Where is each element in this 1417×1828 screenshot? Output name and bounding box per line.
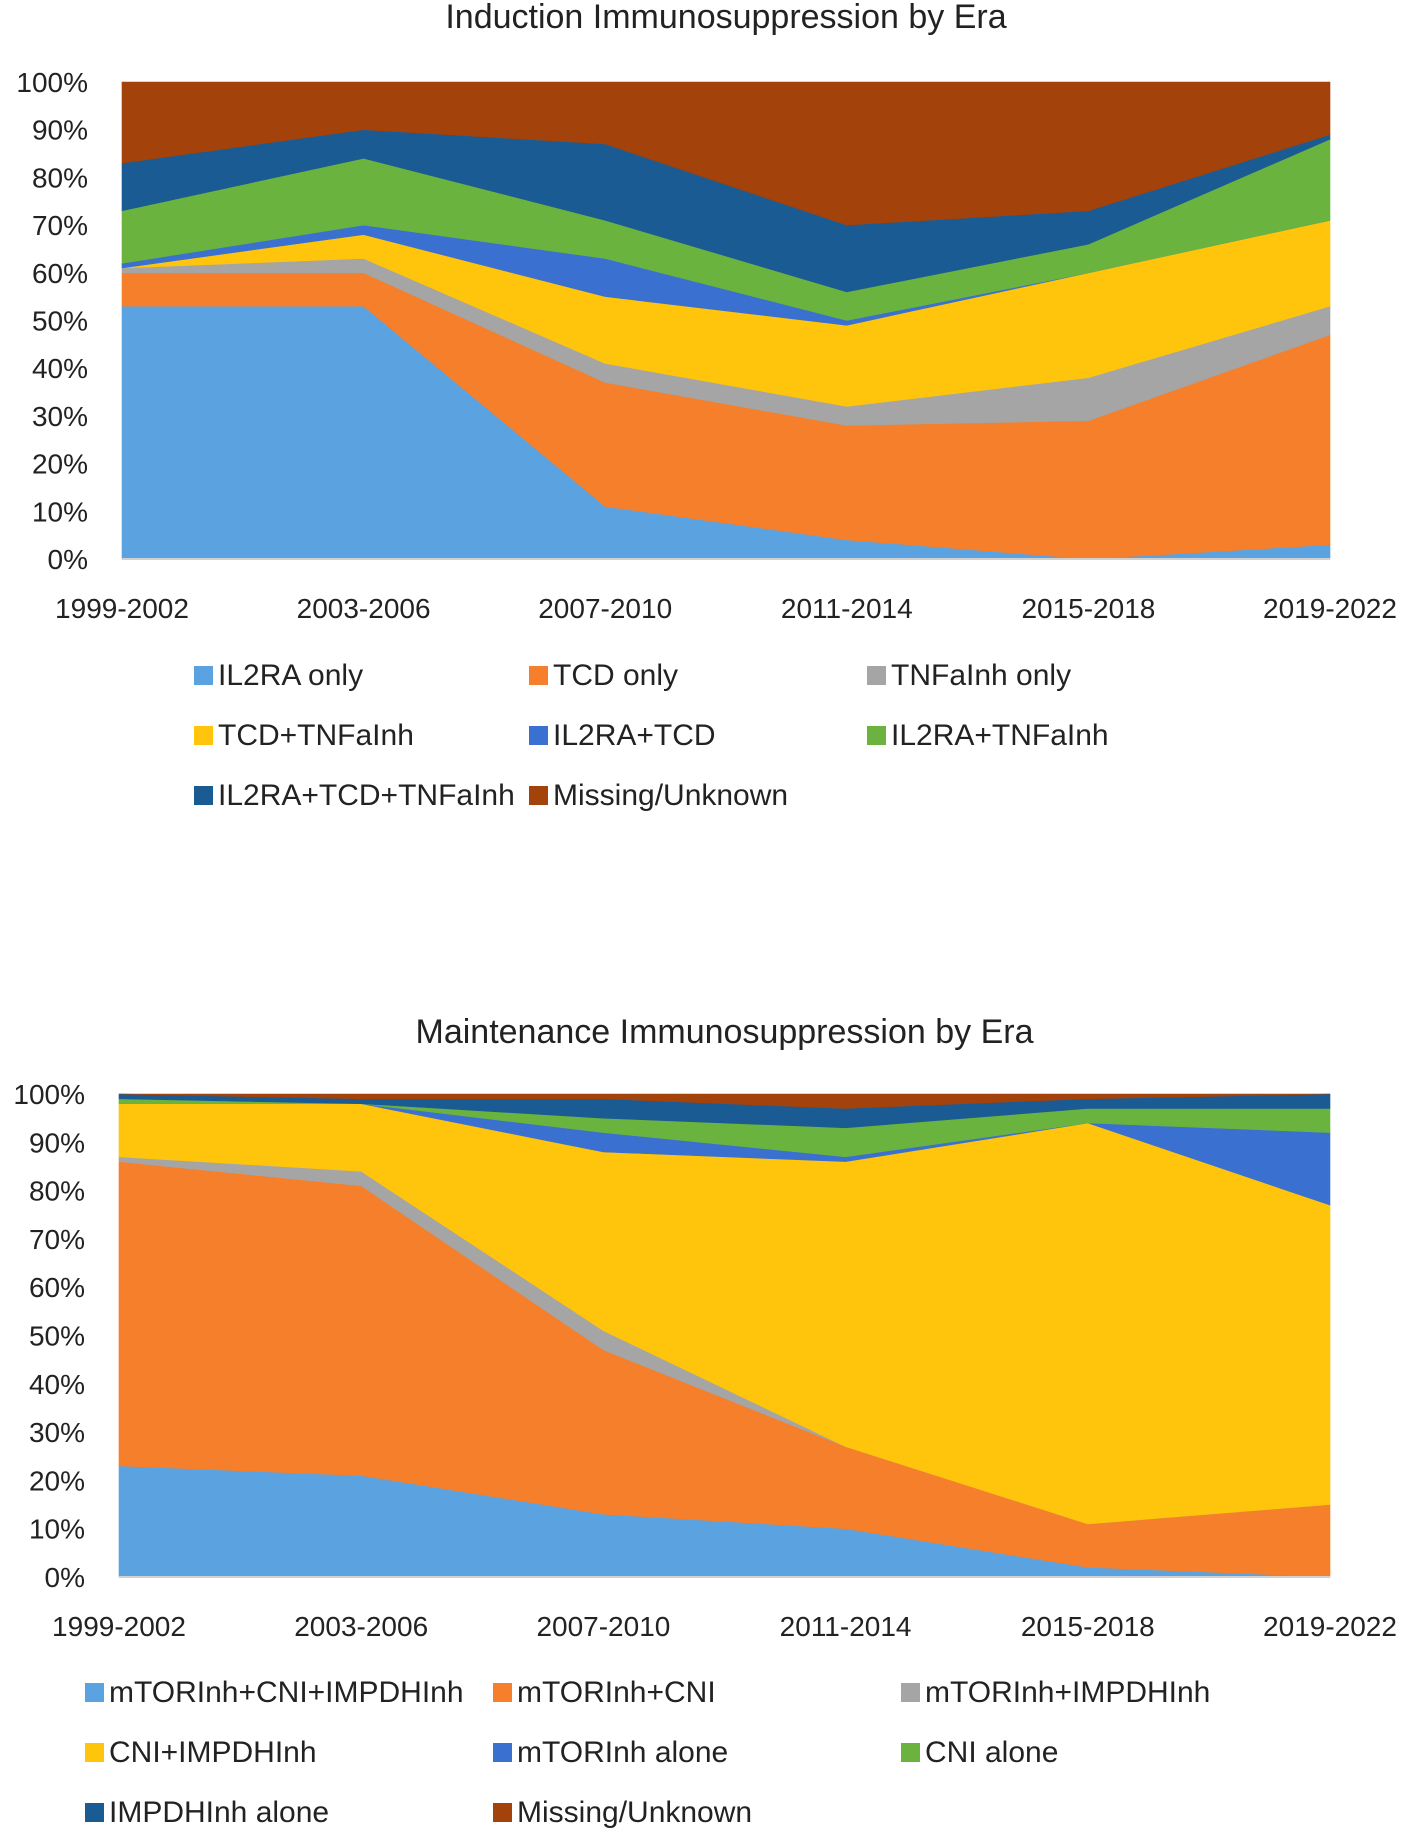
x-tick-label: 2015-2018 [1021,593,1155,624]
legend-label: CNI+IMPDHInh [109,1736,317,1769]
legend-label: mTORInh alone [517,1736,728,1769]
legend-swatch [867,726,886,745]
maintenance-chart-title: Maintenance Immunosuppression by Era [416,1013,1034,1051]
y-tick-label: 90% [32,115,88,146]
legend-swatch [529,666,548,685]
legend-swatch [194,666,213,685]
y-tick-label: 40% [29,1369,85,1400]
legend-label: TCD only [553,659,678,692]
legend-swatch [493,1803,512,1822]
x-tick-label: 1999-2002 [52,1611,186,1642]
legend: IL2RA only TCD only TNFaInh only TCD+TNFaIn… [194,659,1109,812]
y-tick-label: 60% [29,1272,85,1303]
x-tick-label: 2003-2006 [297,593,431,624]
legend-swatch [529,726,548,745]
y-tick-label: 50% [29,1321,85,1352]
legend-label: Missing/Unknown [517,1796,752,1828]
area-missing-unknown [118,1093,1331,1109]
y-tick-label: 10% [32,496,88,527]
y-tick-label: 30% [29,1417,85,1448]
legend-swatch [901,1743,920,1762]
legend-label: IL2RA+TCD+TNFaInh [218,779,515,812]
y-tick-label: 50% [32,306,88,337]
legend-swatch [85,1803,104,1822]
legend-swatch [85,1683,104,1702]
legend-label: TCD+TNFaInh [218,719,414,752]
legend-label: mTORInh+CNI+IMPDHInh [109,1676,464,1709]
y-tick-label: 60% [32,258,88,289]
legend-swatch [85,1743,104,1762]
y-tick-label: 100% [13,1079,85,1110]
legend-label: IL2RA+TNFaInh [891,719,1109,752]
y-tick-label: 70% [32,210,88,241]
legend-swatch [901,1683,920,1702]
x-tick-label: 2019-2022 [1263,1611,1397,1642]
maintenance-chart: 0% 10% 20% 30% 40% 50% 60% 70% 80% 90% 100% 1999-20… [13,1079,1397,1828]
x-tick-label: 2015-2018 [1021,1611,1155,1642]
legend-label: CNI alone [925,1736,1058,1769]
y-tick-label: 40% [32,353,88,384]
x-tick-label: 2007-2010 [538,593,672,624]
x-tick-label: 2011-2014 [781,593,913,624]
legend-label: Missing/Unknown [553,779,788,812]
y-tick-label: 70% [29,1224,85,1255]
y-tick-label: 20% [32,449,88,480]
area-missing-unknown [121,81,1331,226]
y-tick-label: 0% [48,544,88,575]
legend-label: mTORInh+IMPDHInh [925,1676,1210,1709]
y-tick-label: 80% [32,162,88,193]
x-tick-label: 1999-2002 [55,593,189,624]
legend-label: TNFaInh only [891,659,1071,692]
legend: mTORInh+CNI+IMPDHInh mTORInh+CNI mTORInh+I… [85,1676,1210,1828]
legend-swatch [867,666,886,685]
induction-chart: 0% 10% 20% 30% 40% 50% 60% 70% 80% 90% 100% 1999-20… [16,67,1397,812]
legend-swatch [493,1683,512,1702]
y-tick-label: 80% [29,1176,85,1207]
x-tick-label: 2011-2014 [780,1611,912,1642]
legend-swatch [194,786,213,805]
legend-label: IL2RA only [218,659,363,692]
legend-swatch [493,1743,512,1762]
x-tick-label: 2003-2006 [294,1611,428,1642]
y-tick-label: 20% [29,1465,85,1496]
legend-label: IL2RA+TCD [553,719,716,752]
y-tick-label: 100% [16,67,88,98]
y-tick-label: 90% [29,1127,85,1158]
x-tick-label: 2007-2010 [536,1611,670,1642]
legend-swatch [194,726,213,745]
y-tick-label: 10% [29,1514,85,1545]
legend-label: IMPDHInh alone [109,1796,329,1828]
induction-chart-title: Induction Immunosuppression by Era [445,0,1006,36]
y-tick-label: 0% [45,1562,85,1593]
legend-label: mTORInh+CNI [517,1676,716,1709]
x-tick-label: 2019-2022 [1263,593,1397,624]
y-tick-label: 30% [32,401,88,432]
legend-swatch [529,786,548,805]
